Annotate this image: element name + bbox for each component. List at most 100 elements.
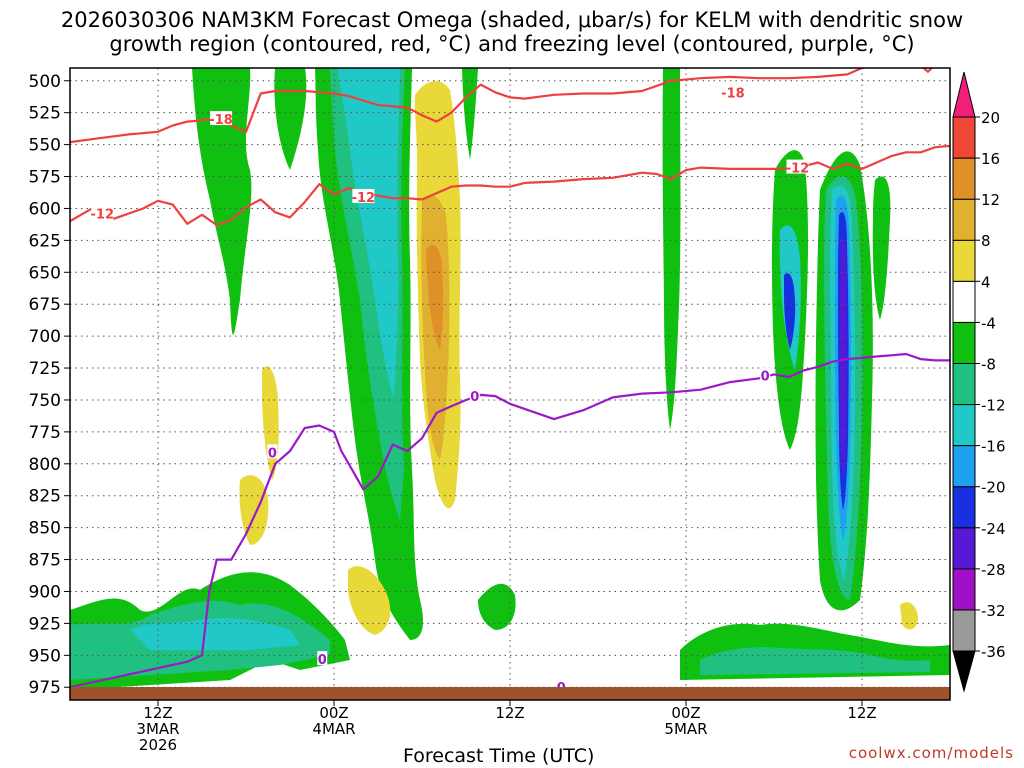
y-tick-label-800: 800 xyxy=(29,455,61,475)
omega-shading xyxy=(70,68,950,690)
y-tick-label-725: 725 xyxy=(29,359,61,379)
omega-region-lowlevel-0305-core xyxy=(700,647,930,675)
y-tick-label-550: 550 xyxy=(29,136,61,156)
y-tick-label-525: 525 xyxy=(29,104,61,124)
omega-region-yellow-0305-pocket xyxy=(900,602,918,630)
colorbar-bin-8 xyxy=(952,280,976,323)
y-tick-label-600: 600 xyxy=(29,199,61,219)
y-tick-label-850: 850 xyxy=(29,519,61,539)
y-tick-label-500: 500 xyxy=(29,72,61,92)
colorbar-bin-4 xyxy=(952,445,976,488)
omega-region-yellow-lowlevel-0304 xyxy=(348,566,391,635)
ground-surface xyxy=(70,687,950,700)
x-tick-label-6-1: 3MAR xyxy=(136,720,179,738)
y-tick-label-900: 900 xyxy=(29,582,61,602)
colorbar-label-11: 12 xyxy=(981,191,1000,209)
colorbar-label-6: -12 xyxy=(981,397,1006,415)
colorbar-under-arrow xyxy=(952,650,976,693)
colorbar-bin-10 xyxy=(952,198,976,241)
colorbar-bin-6 xyxy=(952,363,976,406)
contour-label-bg-6 xyxy=(469,388,480,403)
colorbar-label-1: -32 xyxy=(981,602,1006,620)
site-credit: coolwx.com/models xyxy=(848,744,1014,762)
colorbar-bin-3 xyxy=(952,486,976,529)
omega-region-subsidence-0304-peak xyxy=(426,245,444,350)
omega-region-midlevel-0303 xyxy=(192,68,252,335)
colorbar-bin-12 xyxy=(952,116,976,159)
x-tick-label-30-0: 12Z xyxy=(495,704,524,722)
colorbar-bin-0 xyxy=(952,609,976,652)
y-tick-label-875: 875 xyxy=(29,551,61,571)
chart-title-line2: growth region (contoured, red, °C) and f… xyxy=(109,32,915,56)
omega-region-column-0305b-peak xyxy=(784,273,796,350)
y-axis: 500 525 550 575 600 625 650 675 700 725 750 775 800 8… xyxy=(29,72,70,698)
y-tick-label-950: 950 xyxy=(29,646,61,666)
y-tick-label-575: 575 xyxy=(29,168,61,188)
contour-label-bg-2 xyxy=(91,205,114,220)
contour-labels: -18-18-12-12-1200000 xyxy=(91,84,810,696)
colorbar-bin-2 xyxy=(952,527,976,570)
contour-label-bg-8 xyxy=(317,651,328,666)
y-tick-label-925: 925 xyxy=(29,614,61,634)
omega-region-column-0305a xyxy=(662,68,681,430)
x-tick-label-42-0: 00Z xyxy=(671,704,700,722)
colorbar-label-10: 8 xyxy=(981,232,991,250)
contour-label-4: -12 xyxy=(786,162,810,177)
series-line-1 xyxy=(70,144,950,227)
contour-label-bg-5 xyxy=(267,444,278,459)
omega-region-midlevel-0303-secondary xyxy=(274,68,307,170)
chart-title-line1: 2026030306 NAM3KM Forecast Omega (shaded… xyxy=(60,8,964,32)
contour-label-bg-7 xyxy=(760,367,771,382)
colorbar-label-8: -4 xyxy=(981,314,996,332)
contour-label-0: -18 xyxy=(721,86,745,101)
colorbar-bin-11 xyxy=(952,157,976,200)
contour-label-bg-3 xyxy=(352,188,375,203)
colorbar-over-arrow xyxy=(952,71,976,118)
colorbar-bin-7 xyxy=(952,321,976,364)
x-tick-label-54-0: 12Z xyxy=(847,704,876,722)
x-tick-label-18-0: 00Z xyxy=(319,704,348,722)
colorbar-label-3: -24 xyxy=(981,520,1006,538)
colorbar-label-2: -28 xyxy=(981,561,1006,579)
y-tick-label-975: 975 xyxy=(29,678,61,698)
colorbar-bin-9 xyxy=(952,239,976,282)
contour-label-1: -18 xyxy=(209,113,233,128)
colorbar: -36 -32 -28 -24 -20 -16 -12 -8 -4 4 8 12 16 20 xyxy=(952,71,1006,693)
plot-grid xyxy=(70,68,950,700)
x-tick-label-42-1: 5MAR xyxy=(664,720,707,738)
contour-label-6: 0 xyxy=(470,390,479,405)
y-tick-label-775: 775 xyxy=(29,423,61,443)
x-tick-label-6-2: 2026 xyxy=(139,736,177,754)
contour-label-bg-4 xyxy=(786,159,809,174)
y-tick-label-650: 650 xyxy=(29,263,61,283)
y-tick-label-825: 825 xyxy=(29,487,61,507)
y-tick-label-675: 675 xyxy=(29,295,61,315)
contour-label-5: 0 xyxy=(268,446,277,461)
colorbar-bin-1 xyxy=(952,568,976,611)
contour-label-7: 0 xyxy=(761,370,770,385)
x-tick-label-18-1: 4MAR xyxy=(312,720,355,738)
colorbar-label-9: 4 xyxy=(981,273,991,291)
colorbar-bin-5 xyxy=(952,404,976,447)
omega-region-column-0305d xyxy=(872,176,891,320)
x-axis-title: Forecast Time (UTC) xyxy=(403,745,595,767)
colorbar-label-12: 16 xyxy=(981,150,1000,168)
omega-region-lowlevel-0304b xyxy=(478,583,516,630)
y-tick-label-750: 750 xyxy=(29,391,61,411)
colorbar-label-7: -8 xyxy=(981,355,996,373)
contour-label-3: -12 xyxy=(352,191,376,206)
colorbar-label-4: -20 xyxy=(981,479,1006,497)
x-tick-label-6-0: 12Z xyxy=(143,704,172,722)
y-tick-label-700: 700 xyxy=(29,327,61,347)
contour-label-bg-9 xyxy=(556,679,567,694)
contour-label-2: -12 xyxy=(91,208,115,223)
colorbar-label-5: -16 xyxy=(981,438,1006,456)
colorbar-label-13: 20 xyxy=(981,109,1000,127)
omega-region-lowlevel-0303-peak xyxy=(130,618,300,650)
omega-region-deep-ascent-0304-peak xyxy=(338,68,400,400)
contour-label-bg-1 xyxy=(210,111,233,126)
y-tick-label-625: 625 xyxy=(29,231,61,251)
colorbar-label-0: -36 xyxy=(981,643,1006,661)
